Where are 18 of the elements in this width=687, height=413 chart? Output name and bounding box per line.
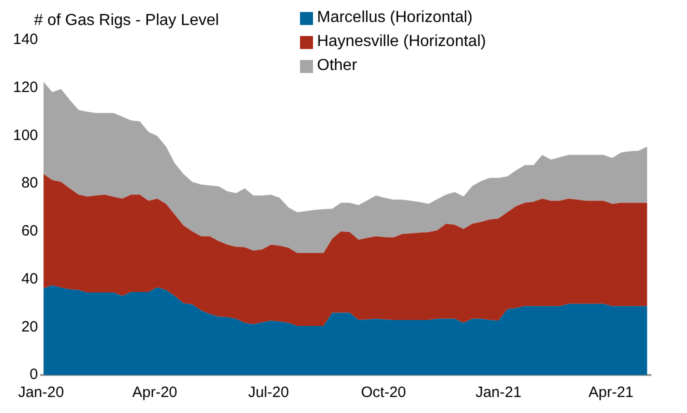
y-tick-label: 100 (12, 126, 38, 144)
y-tick-label: 140 (12, 31, 38, 48)
y-tick-label: 60 (21, 222, 38, 240)
x-tick-label: Oct-20 (361, 384, 406, 402)
y-tick-label: 80 (21, 174, 38, 192)
x-tick-label: Jan-21 (476, 384, 522, 402)
legend-label: Other (317, 57, 358, 75)
legend-label: Marcellus (Horizontal) (317, 9, 473, 27)
x-tick-label: Apr-20 (132, 384, 178, 402)
x-tick-label: Apr-21 (588, 384, 634, 402)
x-tick-label: Jan-20 (18, 384, 64, 402)
y-tick-label: 20 (21, 318, 38, 336)
y-tick-label: 120 (12, 79, 38, 96)
y-tick-label: 0 (30, 366, 38, 384)
legend-label: Haynesville (Horizontal) (317, 33, 486, 51)
y-axis-title: # of Gas Rigs - Play Level (34, 12, 219, 30)
y-tick-label: 40 (21, 270, 38, 288)
x-tick-label: Jul-20 (248, 384, 289, 402)
